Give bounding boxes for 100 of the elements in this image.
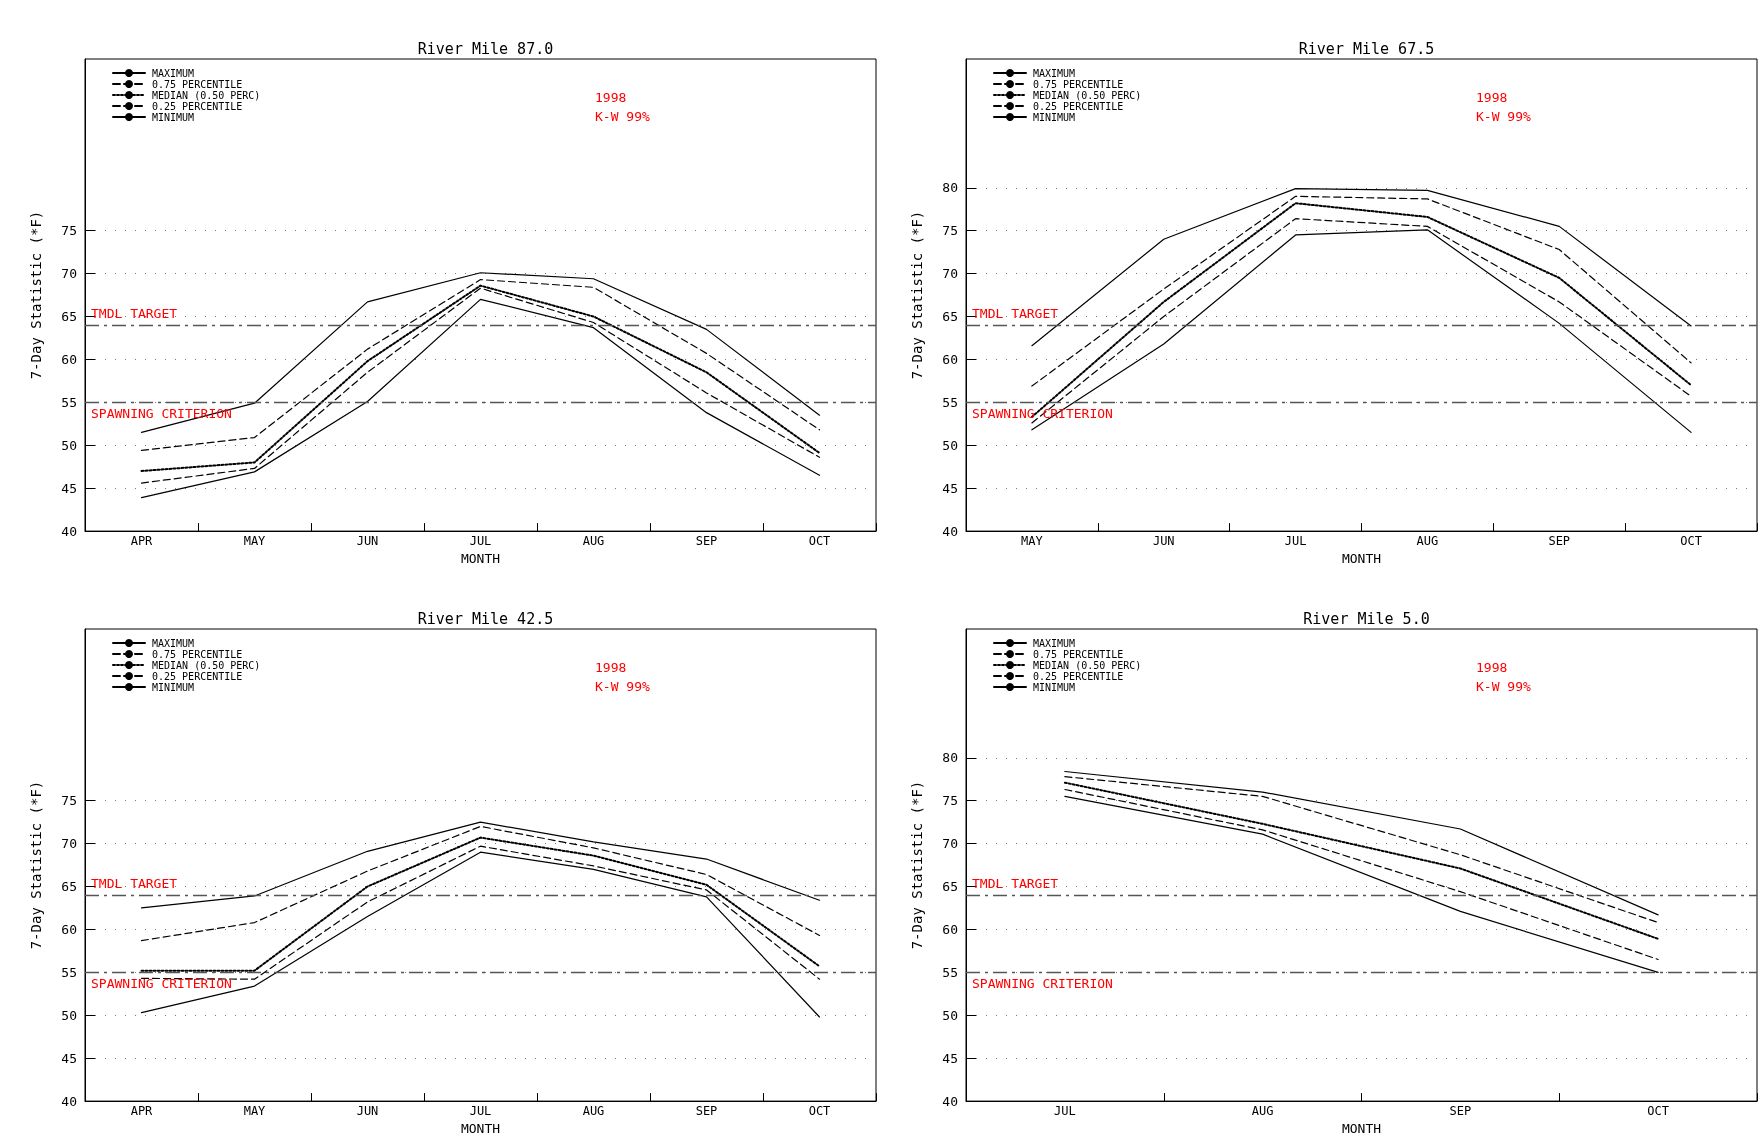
x-axis-title: MONTH [1341, 551, 1382, 566]
y-tick-label: 75 [61, 793, 77, 809]
y-tick-label: 45 [942, 1050, 958, 1066]
ref-line-label: TMDL TARGET [91, 306, 178, 322]
annotation: 1998 [1476, 660, 1508, 675]
y-tick-label: 65 [942, 879, 958, 895]
y-tick-label: 50 [61, 437, 77, 453]
y-tick-label: 75 [942, 793, 958, 809]
y-tick-label: 70 [61, 836, 77, 852]
y-tick-label: 60 [942, 351, 958, 367]
legend-label: MAXIMUM [1033, 637, 1076, 649]
annotation: 1998 [1476, 90, 1508, 105]
annotation: 1998 [595, 660, 627, 675]
legend-label: 0.75 PERCENTILE [152, 78, 243, 90]
y-axis-title: 7-Day Statistic (*F) [28, 210, 44, 380]
x-tick-label: JUL [469, 534, 492, 549]
legend-label: MINIMUM [1033, 681, 1076, 693]
y-tick-label: 75 [61, 223, 77, 239]
y-tick-label: 80 [942, 180, 958, 196]
x-axis-title: MONTH [1341, 1121, 1382, 1136]
y-tick-label: 40 [942, 523, 958, 539]
x-tick-label: JUN [1152, 534, 1175, 549]
y-tick-label: 50 [942, 437, 958, 453]
y-tick-label: 70 [942, 836, 958, 852]
y-tick-label: 75 [942, 223, 958, 239]
x-tick-label: APR [130, 1104, 154, 1119]
y-tick-label: 55 [942, 964, 958, 980]
y-tick-label: 55 [61, 964, 77, 980]
x-axis-title: MONTH [460, 551, 501, 566]
legend-label: MINIMUM [152, 111, 195, 123]
x-tick-label: JUL [1284, 534, 1307, 549]
x-tick-label: APR [130, 534, 154, 549]
chart-title: River Mile 67.5 [1298, 39, 1435, 58]
x-tick-label: JUL [469, 1104, 492, 1119]
x-tick-label: OCT [808, 534, 831, 549]
x-tick-label: AUG [582, 534, 605, 549]
y-tick-label: 50 [942, 1007, 958, 1023]
x-tick-label: JUL [1054, 1104, 1076, 1119]
ref-line-label: TMDL TARGET [972, 876, 1059, 892]
ref-line-label: SPAWNING CRITERION [91, 976, 232, 992]
x-tick-label: MAY [243, 534, 267, 549]
x-tick-label: MAY [243, 1104, 267, 1119]
annotation: K-W 99% [1476, 679, 1531, 694]
x-tick-label: SEP [1548, 534, 1571, 549]
annotation: K-W 99% [595, 679, 650, 694]
x-tick-label: AUG [582, 1104, 605, 1119]
x-tick-label: SEP [695, 1104, 718, 1119]
ref-line-label: TMDL TARGET [972, 306, 1059, 322]
chart-title: River Mile 5.0 [1303, 609, 1430, 628]
x-tick-label: MAY [1021, 534, 1044, 549]
legend-label: MAXIMUM [1033, 67, 1076, 79]
y-tick-label: 65 [942, 309, 958, 325]
y-tick-label: 65 [61, 879, 77, 895]
annotation: K-W 99% [1476, 109, 1531, 124]
legend-label: 0.25 PERCENTILE [152, 100, 243, 112]
legend-label: MAXIMUM [152, 637, 195, 649]
x-axis-title: MONTH [460, 1121, 501, 1136]
y-tick-label: 55 [61, 394, 77, 410]
x-tick-label: OCT [1647, 1104, 1669, 1119]
y-tick-label: 45 [61, 1050, 77, 1066]
y-tick-label: 60 [942, 921, 958, 937]
legend-label: MAXIMUM [152, 67, 195, 79]
x-tick-label: SEP [1449, 1104, 1472, 1119]
legend-label: MEDIAN (0.50 PERC) [1033, 89, 1142, 101]
y-tick-label: 50 [61, 1007, 77, 1023]
y-tick-label: 80 [942, 750, 958, 766]
y-tick-label: 45 [942, 480, 958, 496]
x-tick-label: AUG [1416, 534, 1439, 549]
ref-line-label: TMDL TARGET [91, 876, 178, 892]
y-axis-title: 7-Day Statistic (*F) [909, 210, 925, 380]
y-tick-label: 40 [942, 1093, 958, 1109]
legend-label: MINIMUM [152, 681, 195, 693]
chart-title: River Mile 87.0 [417, 39, 554, 58]
y-tick-label: 60 [61, 351, 77, 367]
y-tick-label: 55 [942, 394, 958, 410]
y-tick-label: 70 [942, 266, 958, 282]
y-tick-label: 65 [61, 309, 77, 325]
y-tick-label: 70 [61, 266, 77, 282]
x-tick-label: SEP [695, 534, 718, 549]
legend-label: MEDIAN (0.50 PERC) [152, 89, 261, 101]
legend-label: 0.25 PERCENTILE [1033, 670, 1124, 682]
legend-label: MEDIAN (0.50 PERC) [1033, 659, 1142, 671]
y-tick-label: 45 [61, 480, 77, 496]
legend-label: MINIMUM [1033, 111, 1076, 123]
legend-label: MEDIAN (0.50 PERC) [152, 659, 261, 671]
ref-line-label: SPAWNING CRITERION [972, 976, 1113, 992]
legend-label: 0.25 PERCENTILE [1033, 100, 1124, 112]
annotation: K-W 99% [595, 109, 650, 124]
legend-label: 0.75 PERCENTILE [1033, 78, 1124, 90]
legend-label: 0.25 PERCENTILE [152, 670, 243, 682]
x-tick-label: JUN [356, 534, 379, 549]
legend-label: 0.75 PERCENTILE [152, 648, 243, 660]
y-tick-label: 40 [61, 1093, 77, 1109]
annotation: 1998 [595, 90, 627, 105]
y-axis-title: 7-Day Statistic (*F) [909, 780, 925, 950]
x-tick-label: JUN [356, 1104, 379, 1119]
legend-label: 0.75 PERCENTILE [1033, 648, 1124, 660]
x-tick-label: OCT [808, 1104, 831, 1119]
y-tick-label: 40 [61, 523, 77, 539]
x-tick-label: AUG [1251, 1104, 1274, 1119]
